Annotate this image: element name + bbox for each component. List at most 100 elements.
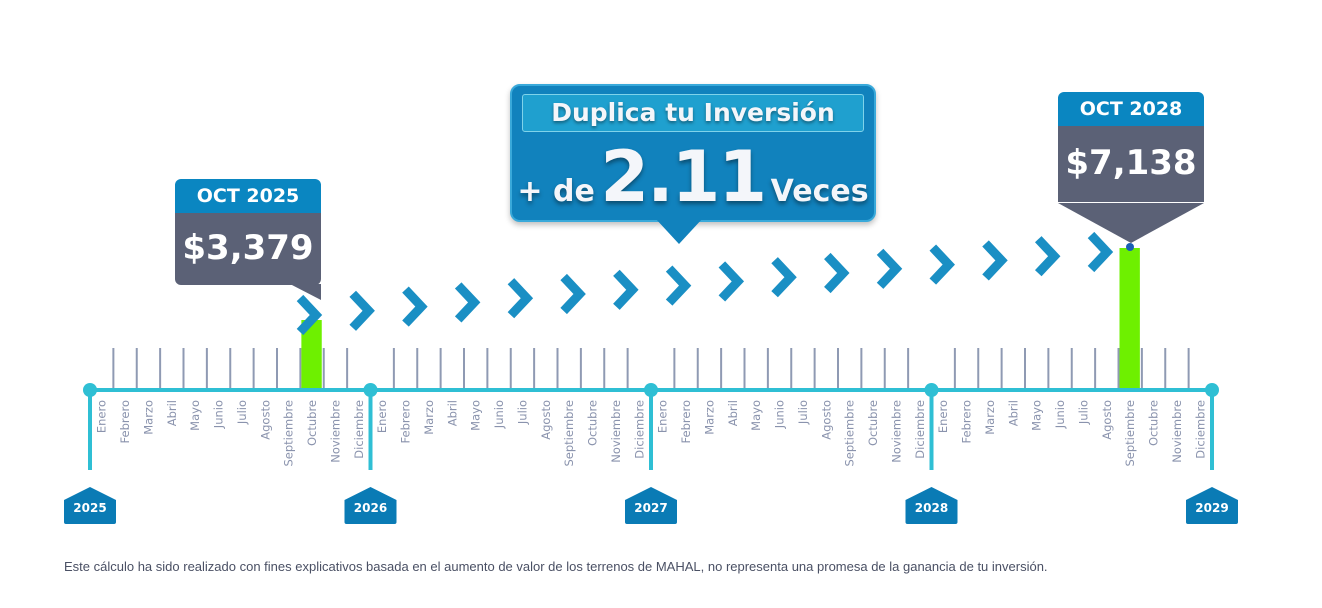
month-label: Diciembre	[913, 400, 927, 459]
year-label: 2028	[915, 501, 948, 515]
chevron-arrow-icon	[454, 282, 481, 323]
month-label: Enero	[375, 400, 389, 433]
chevron-arrow-icon	[1034, 236, 1061, 277]
highlight-bar	[301, 320, 322, 390]
chevron-arrow-icon	[349, 290, 375, 331]
promo-multiplier: 2.11	[600, 136, 767, 218]
month-label: Octubre	[305, 400, 319, 446]
callout-pointer	[1058, 203, 1204, 243]
month-label: Julio	[796, 400, 810, 425]
year-marker	[924, 383, 939, 397]
callout-date: OCT 2028	[1058, 92, 1204, 126]
month-label: Agosto	[539, 400, 553, 440]
month-label: Marzo	[983, 400, 997, 435]
chevron-arrow-icon	[296, 294, 323, 336]
month-label: Agosto	[1100, 400, 1114, 440]
highlight-bar	[1119, 248, 1140, 390]
month-label: Marzo	[702, 400, 716, 435]
month-label: Septiembre	[282, 400, 296, 467]
month-label: Mayo	[1030, 400, 1044, 431]
promo-suffix: Veces	[770, 174, 869, 209]
month-label: Junio	[492, 400, 506, 429]
callout-oct-2028: OCT 2028 $7,138	[1058, 92, 1204, 202]
chevron-arrow-icon	[507, 278, 534, 319]
year-badge	[344, 487, 397, 524]
month-label: Septiembre	[562, 400, 576, 467]
month-label: Julio	[515, 400, 529, 425]
disclaimer: Este cálculo ha sido realizado con fines…	[64, 559, 1048, 574]
month-label: Marzo	[141, 400, 155, 435]
callout-oct-2025: OCT 2025 $3,379	[175, 179, 321, 285]
month-label: Noviembre	[328, 400, 342, 463]
month-label: Septiembre	[843, 400, 857, 467]
chevron-arrow-icon	[402, 286, 428, 327]
year-badge	[905, 487, 958, 524]
promo-prefix: + de	[517, 174, 595, 209]
month-label: Diciembre	[1193, 400, 1207, 459]
month-label: Febrero	[679, 400, 693, 443]
chevron-arrow-icon	[560, 273, 586, 315]
month-label: Febrero	[118, 400, 132, 443]
month-label: Noviembre	[609, 400, 623, 463]
year-badge	[1186, 487, 1238, 524]
year-badge	[625, 487, 677, 524]
month-label: Junio	[773, 400, 787, 429]
promo-banner: Duplica tu Inversión + de 2.11 Veces	[510, 84, 876, 222]
month-label: Julio	[235, 400, 249, 425]
callout-value: $3,379	[175, 213, 321, 285]
chevron-arrow-icon	[718, 261, 745, 302]
year-marker	[363, 383, 378, 397]
month-label: Abril	[726, 400, 740, 426]
year-marker	[83, 383, 97, 397]
callout-pointer	[290, 284, 321, 300]
chevron-arrow-icon	[1087, 231, 1114, 273]
month-label: Febrero	[399, 400, 413, 443]
chevron-arrow-icon	[929, 244, 955, 285]
month-label: Mayo	[749, 400, 763, 431]
highlight-dot	[1126, 243, 1134, 251]
callout-value: $7,138	[1058, 126, 1204, 202]
month-label: Febrero	[960, 400, 974, 443]
month-label: Agosto	[258, 400, 272, 440]
chevron-arrow-icon	[665, 265, 692, 306]
year-label: 2025	[73, 501, 106, 515]
month-label: Enero	[656, 400, 670, 433]
month-label: Octubre	[586, 400, 600, 446]
year-label: 2026	[354, 501, 387, 515]
promo-title: Duplica tu Inversión	[522, 94, 864, 132]
month-label: Diciembre	[632, 400, 646, 459]
month-label: Noviembre	[889, 400, 903, 463]
year-marker	[1205, 383, 1219, 397]
promo-pointer	[655, 218, 703, 244]
month-label: Enero	[95, 400, 109, 433]
month-label: Junio	[1053, 400, 1067, 429]
month-label: Octubre	[866, 400, 880, 446]
month-label: Agosto	[819, 400, 833, 440]
month-label: Mayo	[188, 400, 202, 431]
chevron-arrow-icon	[824, 252, 850, 294]
month-label: Octubre	[1147, 400, 1161, 446]
chevron-arrow-icon	[876, 248, 903, 289]
month-label: Abril	[165, 400, 179, 426]
year-marker	[644, 383, 658, 397]
month-label: Diciembre	[352, 400, 366, 459]
month-label: Abril	[1006, 400, 1020, 426]
year-label: 2029	[1195, 501, 1228, 515]
month-label: Noviembre	[1170, 400, 1184, 463]
chevron-arrow-icon	[613, 269, 639, 310]
chevron-arrow-icon	[771, 257, 797, 298]
month-label: Marzo	[422, 400, 436, 435]
year-label: 2027	[634, 501, 667, 515]
year-badge	[64, 487, 116, 524]
chevron-arrow-icon	[982, 240, 1008, 281]
month-label: Julio	[1076, 400, 1090, 425]
month-label: Junio	[212, 400, 226, 429]
month-label: Abril	[445, 400, 459, 426]
month-label: Enero	[936, 400, 950, 433]
month-label: Septiembre	[1123, 400, 1137, 467]
callout-date: OCT 2025	[175, 179, 321, 213]
month-label: Mayo	[469, 400, 483, 431]
promo-multiplier-line: + de 2.11 Veces	[512, 136, 874, 218]
